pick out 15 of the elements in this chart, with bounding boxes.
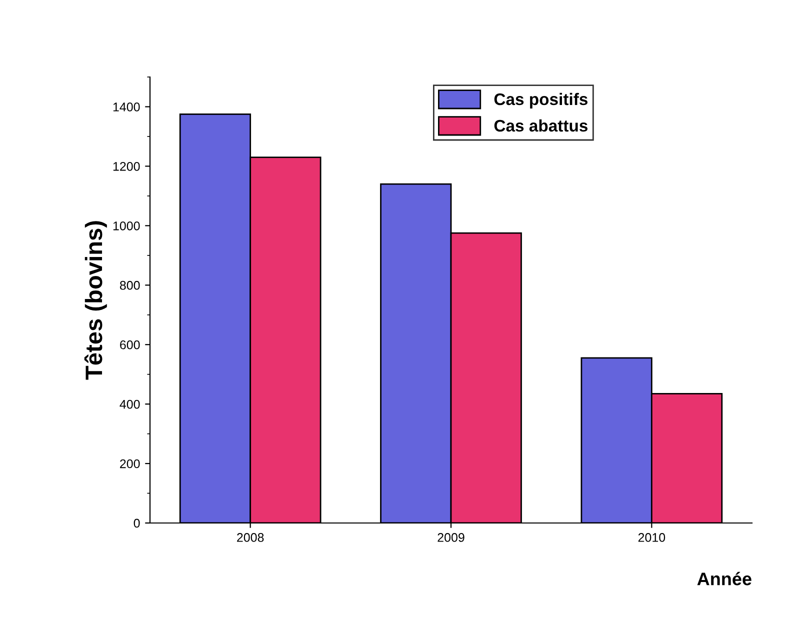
y-axis-title: Têtes (bovins): [84, 221, 107, 380]
y-tick-label: 0: [134, 518, 140, 528]
y-tick-label: 1200: [113, 162, 140, 171]
y-tick-label: 1000: [113, 221, 140, 230]
y-tick-label: 200: [120, 459, 140, 468]
legend-label: Cas abattus: [494, 119, 588, 132]
x-axis-title: Année: [697, 572, 752, 586]
y-tick-label: 400: [120, 400, 140, 409]
y-tick-label: 800: [120, 280, 140, 290]
y-tick-label: 1400: [113, 102, 140, 112]
x-tick-label: 2008: [237, 533, 264, 542]
legend-label: Cas positifs: [494, 92, 588, 108]
y-tick-label: 600: [120, 340, 140, 350]
x-tick-label: 2009: [438, 533, 464, 542]
x-tick-label: 2010: [638, 533, 666, 542]
